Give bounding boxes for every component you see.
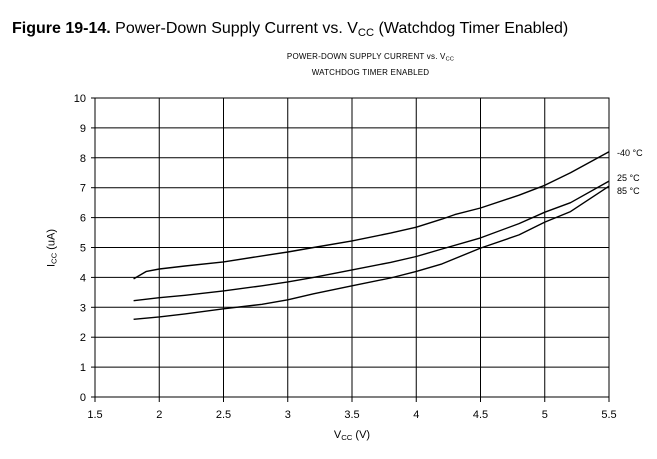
chart-title: POWER-DOWN SUPPLY CURRENT vs. VCC WATCHD… xyxy=(0,50,657,79)
figure-title-sub: CC xyxy=(357,26,375,39)
x-tick-label: 5.5 xyxy=(601,409,616,421)
figure-title-post: (Watchdog Timer Enabled) xyxy=(374,20,569,37)
series-label-2: 85 °C xyxy=(617,186,640,196)
chart-title-line2: WATCHDOG TIMER ENABLED xyxy=(311,68,430,78)
y-tick-label: 9 xyxy=(80,123,86,135)
y-tick-label: 3 xyxy=(80,302,86,314)
y-axis-label: ICC (uA) xyxy=(45,228,59,268)
y-tick-label: 10 xyxy=(74,93,86,105)
y-tick-label: 7 xyxy=(80,183,86,195)
x-tick-label: 3 xyxy=(285,409,291,421)
x-axis-label: VCC (V) xyxy=(333,429,371,442)
y-tick-label: 2 xyxy=(80,332,86,344)
y-tick-label: 1 xyxy=(80,362,86,374)
y-tick-label: 5 xyxy=(80,243,86,255)
series-label-1: 25 °C xyxy=(617,173,640,183)
x-tick-label: 4.5 xyxy=(473,409,488,421)
x-tick-label: 3.5 xyxy=(344,409,359,421)
y-tick-label: 6 xyxy=(80,213,86,225)
x-tick-label: 1.5 xyxy=(87,409,102,421)
figure-number: Figure 19-14. xyxy=(12,20,111,37)
axis-ticks: 0 1 2 3 4 5 6 7 8 9 10 1.5 2 2.5 3 3.5 4 4.5 5 5.5 xyxy=(74,93,617,421)
series-labels: -40 °C 25 °C 85 °C xyxy=(617,148,643,196)
y-tick-label: 4 xyxy=(80,272,86,284)
series-line-0 xyxy=(133,151,610,280)
series-line-1 xyxy=(133,180,610,302)
y-tick-label: 8 xyxy=(80,153,86,165)
y-tick-label: 0 xyxy=(80,392,86,404)
x-tick-label: 4 xyxy=(413,409,419,421)
chart-title-line1: POWER-DOWN SUPPLY CURRENT vs. VCC xyxy=(286,52,455,63)
series-lines xyxy=(133,151,610,320)
x-tick-label: 2 xyxy=(156,409,162,421)
grid xyxy=(94,97,610,398)
x-tick-label: 5 xyxy=(542,409,548,421)
series-line-2 xyxy=(133,185,610,320)
figure-caption: Figure 19-14. Power-Down Supply Current … xyxy=(12,20,568,39)
series-label-0: -40 °C xyxy=(617,148,643,158)
x-tick-label: 2.5 xyxy=(216,409,231,421)
figure-title-main: Power-Down Supply Current vs. V xyxy=(115,20,358,37)
